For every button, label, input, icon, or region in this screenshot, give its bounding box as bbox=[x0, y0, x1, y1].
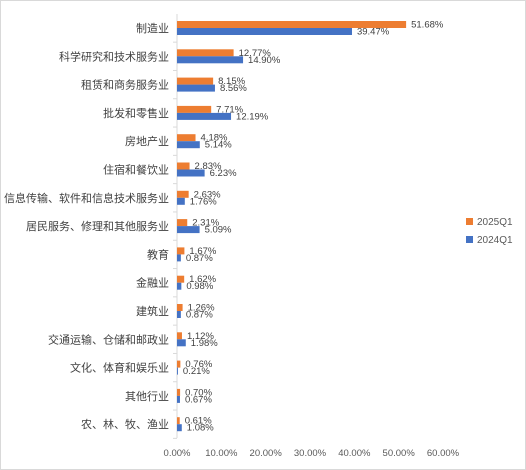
bar-2025q1 bbox=[177, 134, 196, 142]
data-label: 0.61% bbox=[185, 416, 212, 427]
bar-2024q1 bbox=[177, 169, 205, 177]
bar-2024q1 bbox=[177, 311, 181, 318]
category-label: 建筑业 bbox=[136, 304, 169, 318]
bar-2024q1 bbox=[177, 141, 200, 149]
bar-2025q1 bbox=[177, 21, 407, 28]
data-label: 5.14% bbox=[205, 140, 232, 151]
bar-2025q1 bbox=[177, 417, 180, 425]
data-label: 2.31% bbox=[192, 218, 219, 229]
data-label: 2.83% bbox=[195, 161, 222, 172]
data-label: 2.63% bbox=[194, 189, 221, 200]
data-label: 8.56% bbox=[220, 83, 247, 94]
data-label: 5.09% bbox=[205, 225, 232, 236]
data-label: 1.76% bbox=[190, 196, 217, 207]
bar-2024q1 bbox=[177, 28, 352, 35]
data-label: 1.98% bbox=[191, 338, 218, 349]
bar-2025q1 bbox=[177, 190, 189, 198]
data-label: 1.12% bbox=[187, 331, 214, 342]
category-label: 制造业 bbox=[136, 21, 169, 35]
category-label: 教育 bbox=[147, 247, 169, 261]
x-tick-label: 40.00% bbox=[338, 448, 371, 459]
category-label: 租赁和商务服务业 bbox=[81, 78, 169, 92]
data-label: 1.67% bbox=[189, 246, 216, 257]
bar-2024q1 bbox=[177, 282, 182, 290]
category-label: 科学研究和技术服务业 bbox=[59, 49, 169, 63]
category-label: 文化、体育和娱乐业 bbox=[70, 361, 169, 375]
data-label: 1.62% bbox=[189, 274, 216, 285]
data-label: 4.18% bbox=[201, 133, 228, 144]
category-label: 住宿和餐饮业 bbox=[103, 163, 169, 177]
data-label: 0.87% bbox=[186, 310, 213, 321]
data-label: 12.77% bbox=[239, 48, 272, 59]
bar-2024q1 bbox=[177, 197, 185, 205]
bar-2024q1 bbox=[177, 339, 186, 347]
bar-2025q1 bbox=[177, 162, 190, 170]
bar-2025q1 bbox=[177, 49, 234, 57]
legend-label: 2025Q1 bbox=[477, 217, 513, 228]
x-tick-label: 60.00% bbox=[427, 448, 460, 459]
x-tick-label: 20.00% bbox=[250, 448, 283, 459]
data-label: 8.15% bbox=[218, 76, 245, 87]
data-label: 12.19% bbox=[236, 111, 269, 122]
data-label: 0.21% bbox=[183, 366, 210, 377]
bar-2025q1 bbox=[177, 332, 182, 340]
bar-2025q1 bbox=[177, 388, 181, 396]
bar-2025q1 bbox=[177, 247, 185, 255]
bar-2025q1 bbox=[177, 77, 214, 85]
data-label: 0.98% bbox=[186, 281, 213, 292]
bar-2024q1 bbox=[177, 254, 181, 262]
data-label: 7.71% bbox=[216, 104, 243, 115]
bar-2024q1 bbox=[177, 424, 182, 432]
bar-2024q1 bbox=[177, 112, 232, 120]
bar-2024q1 bbox=[177, 226, 200, 234]
data-label: 1.08% bbox=[187, 423, 214, 434]
data-label: 0.87% bbox=[186, 253, 213, 264]
category-label: 信息传输、软件和信息技术服务业 bbox=[4, 191, 169, 205]
legend-label: 2024Q1 bbox=[477, 235, 513, 246]
category-label: 交通运输、仓储和邮政业 bbox=[48, 332, 169, 346]
data-label: 6.23% bbox=[210, 168, 237, 179]
data-label: 0.70% bbox=[185, 387, 212, 398]
bar-2025q1 bbox=[177, 360, 181, 368]
bar-2025q1 bbox=[177, 105, 212, 113]
x-tick-label: 0.00% bbox=[164, 448, 191, 459]
x-tick-label: 50.00% bbox=[383, 448, 416, 459]
bar-2025q1 bbox=[177, 219, 188, 227]
category-label: 金融业 bbox=[136, 276, 169, 290]
bar-2025q1 bbox=[177, 275, 185, 283]
category-label: 居民服务、修理和其他服务业 bbox=[26, 219, 169, 233]
bar-2025q1 bbox=[177, 304, 183, 311]
legend-swatch bbox=[466, 236, 473, 243]
data-label: 51.68% bbox=[411, 20, 444, 31]
data-label: 39.47% bbox=[357, 27, 390, 38]
data-label: 14.90% bbox=[248, 55, 281, 66]
category-label: 批发和零售业 bbox=[103, 106, 169, 120]
legend-swatch bbox=[466, 218, 473, 225]
bar-2024q1 bbox=[177, 367, 178, 375]
category-label: 其他行业 bbox=[125, 390, 169, 403]
x-tick-label: 30.00% bbox=[294, 448, 327, 459]
x-tick-label: 10.00% bbox=[205, 448, 238, 459]
bar-2024q1 bbox=[177, 395, 180, 403]
data-label: 0.76% bbox=[185, 359, 212, 370]
category-label: 农、林、牧、渔业 bbox=[81, 417, 169, 431]
data-label: 0.67% bbox=[185, 394, 212, 405]
category-label: 房地产业 bbox=[125, 134, 169, 148]
bar-2024q1 bbox=[177, 56, 244, 64]
data-label: 1.26% bbox=[188, 303, 215, 314]
bar-2024q1 bbox=[177, 84, 215, 92]
